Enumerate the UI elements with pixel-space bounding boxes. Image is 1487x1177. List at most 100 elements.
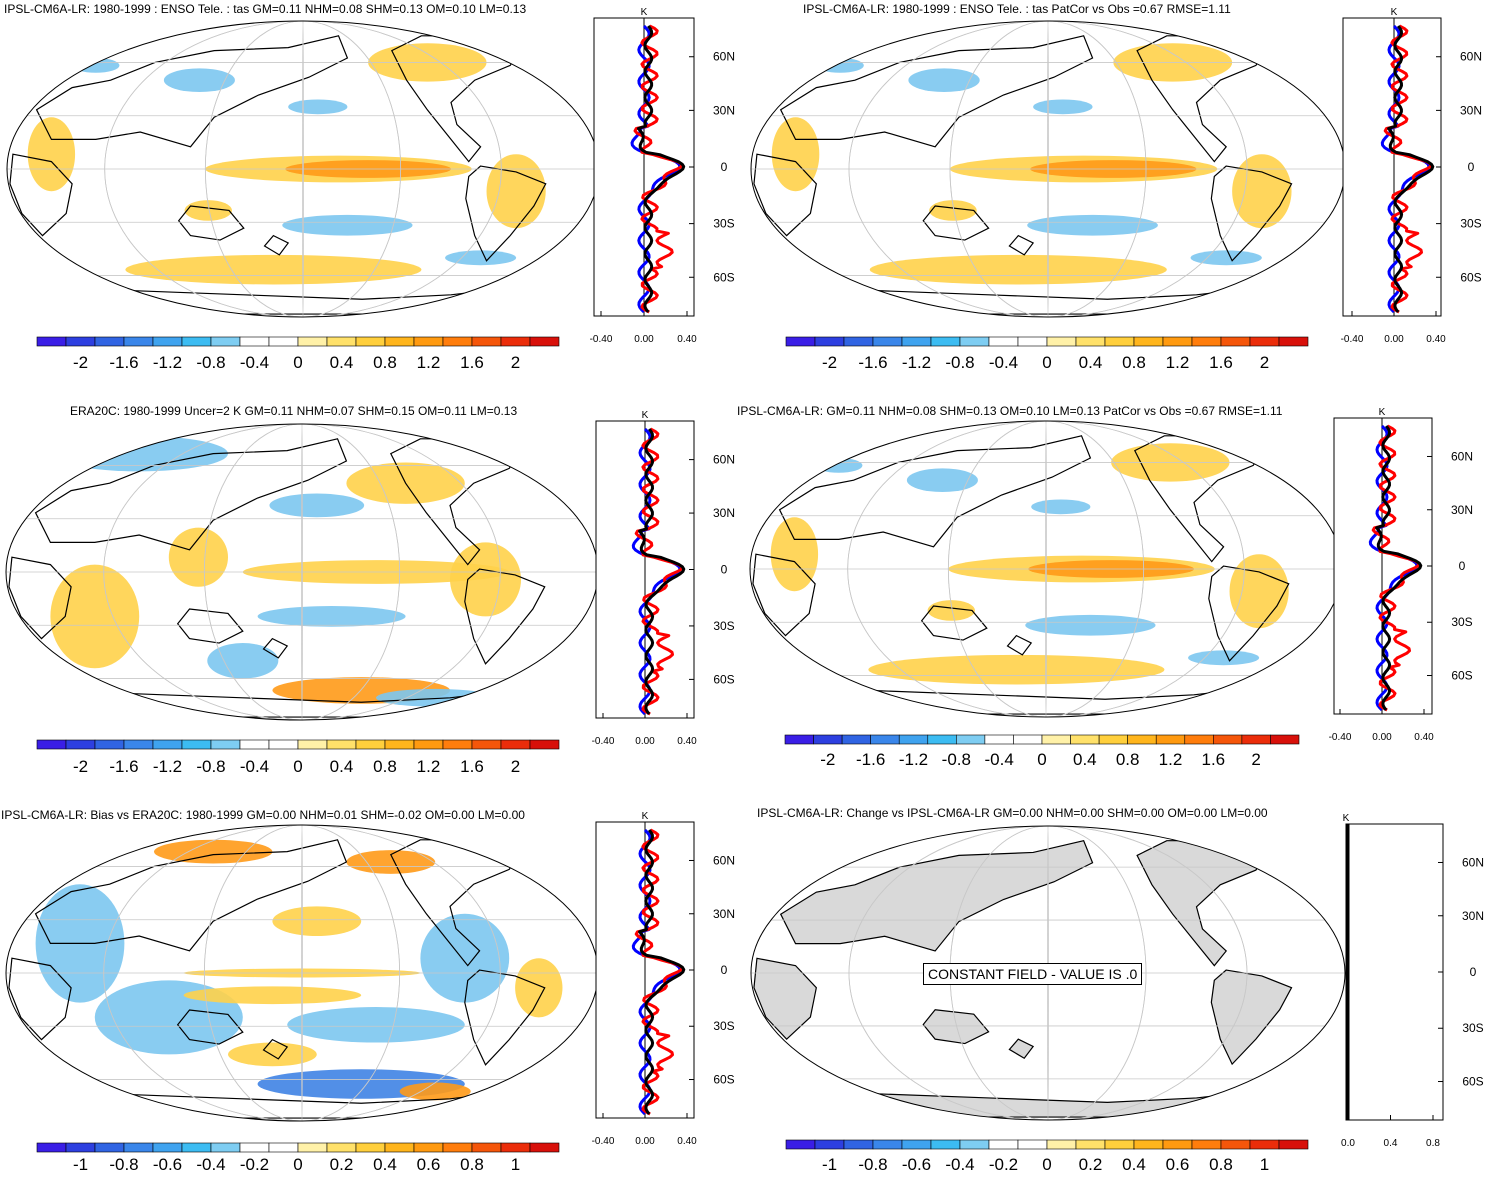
- colorbar-label: 1.6: [1202, 750, 1226, 769]
- zonal-ylabel: 60N: [713, 853, 735, 867]
- colorbar-box: [239, 739, 270, 750]
- zonal-xlabel: -0.40: [592, 1136, 615, 1147]
- zonal-unit-label: K: [1391, 7, 1398, 18]
- longitude-line: [847, 421, 1245, 717]
- anomaly-patch: [815, 458, 863, 473]
- colorbar-label: 0.8: [1122, 353, 1146, 372]
- coastline: [8, 556, 72, 640]
- longitude-line: [848, 21, 1248, 317]
- colorbar-box: [181, 739, 212, 750]
- panel-title: IPSL-CM6A-LR: GM=0.11 NHM=0.08 SHM=0.13 …: [737, 404, 1283, 418]
- coastline: [1208, 565, 1290, 662]
- colorbar-box: [1127, 734, 1157, 745]
- anomaly-patch: [420, 913, 510, 1003]
- longitude-line: [1045, 421, 1047, 717]
- anomaly-patch: [272, 906, 362, 936]
- colorbar-box: [152, 1142, 183, 1153]
- longitude-line: [949, 21, 1147, 317]
- coastline: [753, 153, 817, 237]
- colorbar-label: 2: [511, 757, 520, 776]
- coastline: [464, 568, 546, 665]
- zonal-ylabel: 30N: [1451, 503, 1473, 517]
- zonal-ylabel: 30N: [713, 907, 735, 921]
- colorbar-box: [1155, 734, 1186, 745]
- anomaly-patch: [869, 254, 1167, 285]
- anomaly-patch: [287, 1007, 465, 1043]
- colorbar-box: [956, 734, 986, 745]
- colorbar-box: [959, 1139, 990, 1150]
- colorbar-box: [123, 336, 154, 347]
- obs-line: [633, 24, 684, 314]
- coastline: [35, 35, 349, 148]
- longitude-line: [1047, 21, 1049, 317]
- colorbar-label: -0.2: [240, 1155, 269, 1174]
- longitude-line: [203, 424, 401, 720]
- colorbar-label: -1: [73, 1155, 88, 1174]
- colorbar-box: [210, 1142, 241, 1153]
- anomaly-patch: [1027, 214, 1158, 236]
- colorbar-box: [1133, 336, 1164, 347]
- colorbar-box: [1249, 336, 1280, 347]
- zonal-ylabel: 60S: [713, 270, 734, 284]
- zonal-xlabel: -0.40: [592, 736, 615, 747]
- colorbar-label: -0.8: [109, 1155, 138, 1174]
- zonal-xlabel: -0.40: [590, 334, 613, 345]
- colorbar: -2 -1.6 -1.2 -0.8 -0.4 0 0.4 0.8 1.2 1.6 2: [36, 336, 560, 372]
- colorbar-box: [872, 1139, 903, 1150]
- colorbar-box: [239, 1142, 270, 1153]
- colorbar-box: [268, 336, 299, 347]
- zonal-xlabel: 0.4: [1384, 1138, 1398, 1149]
- coastline: [779, 839, 1094, 952]
- zonal-ylabel: 0: [721, 160, 728, 174]
- colorbar-label: 1.6: [460, 757, 484, 776]
- anomaly-patch: [184, 200, 232, 221]
- colorbar-label: 1.2: [1166, 353, 1190, 372]
- longitude-line: [104, 21, 502, 317]
- panel-change: IPSL-CM6A-LR: Change vs IPSL-CM6A-LR GM=…: [743, 800, 1487, 1177]
- zonal-mean-plot: K 60N 30N 0 30S 60S -0.40 0.00 0.40: [590, 7, 735, 345]
- anomaly-patch: [868, 654, 1165, 685]
- longitude-line: [302, 21, 304, 317]
- colorbar-box: [94, 1142, 125, 1153]
- colorbar-box: [181, 336, 212, 347]
- zonal-mean-plot: K 60N 30N 0 30S 60S -0.40 0.00 0.40: [1341, 7, 1482, 345]
- zonal-xlabel: 0.00: [1372, 732, 1392, 743]
- coastline: [176, 608, 244, 644]
- colorbar-label: 1: [511, 1155, 520, 1174]
- anomaly-patch: [908, 68, 980, 93]
- zonal-unit-label: K: [642, 410, 649, 421]
- obs-line: [1383, 24, 1433, 314]
- coastline: [9, 153, 73, 237]
- anomaly-patch: [1190, 250, 1262, 266]
- anomaly-patch: [927, 600, 975, 621]
- colorbar-box: [326, 336, 357, 347]
- colorbar-label: -0.4: [240, 757, 269, 776]
- colorbar-label: 0.4: [1079, 353, 1103, 372]
- anomaly-patch: [929, 200, 977, 221]
- colorbar-label: 1.6: [1209, 353, 1233, 372]
- colorbar-box: [442, 1142, 473, 1153]
- colorbar-label: -1.2: [153, 757, 182, 776]
- zonal-ylabel: 0: [721, 563, 728, 577]
- zonal-ylabel: 60S: [1451, 669, 1472, 683]
- colorbar-box: [471, 1142, 502, 1153]
- colorbar-box: [1278, 336, 1309, 347]
- zonal-ylabel: 30S: [1462, 1021, 1483, 1035]
- colorbar-box: [384, 336, 415, 347]
- colorbar-box: [500, 1142, 531, 1153]
- coastline: [1008, 1038, 1035, 1060]
- colorbar-box: [1191, 1139, 1222, 1150]
- zonal-xlabel: 0.40: [1414, 732, 1434, 743]
- colorbar-label: -0.4: [985, 750, 1014, 769]
- colorbar-box: [94, 739, 125, 750]
- longitude-line: [301, 825, 303, 1121]
- anomaly-patch: [1033, 99, 1093, 115]
- panel-model-summary: IPSL-CM6A-LR: GM=0.11 NHM=0.08 SHM=0.13 …: [737, 395, 1487, 785]
- coastline: [1006, 634, 1033, 656]
- colorbar-box: [355, 336, 386, 347]
- colorbar-label: 0.6: [417, 1155, 441, 1174]
- colorbar-box: [1017, 1139, 1048, 1150]
- colorbar-box: [1104, 1139, 1135, 1150]
- colorbar-box: [930, 336, 961, 347]
- zonal-xlabel: 0.00: [1384, 334, 1404, 345]
